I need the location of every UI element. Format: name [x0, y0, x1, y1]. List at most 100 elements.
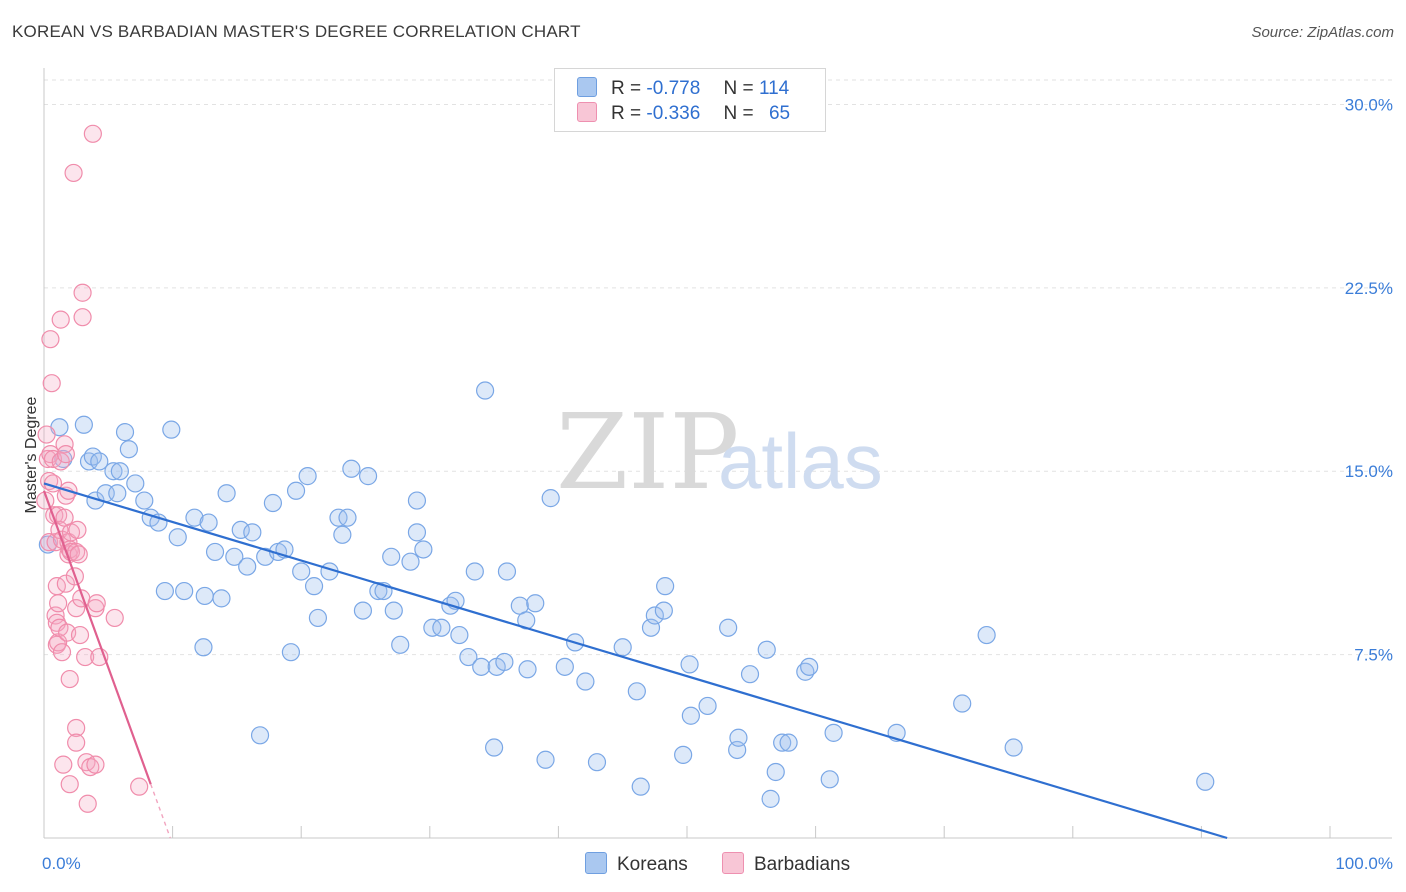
- data-point-korean: [536, 750, 555, 769]
- data-point-korean: [358, 467, 378, 486]
- data-point-korean: [407, 491, 427, 510]
- data-point-korean: [212, 589, 231, 608]
- trendline-barbadians: [42, 490, 152, 785]
- data-point-korean: [281, 643, 301, 662]
- legend-row-koreans: R = -0.778 N = 114: [577, 77, 789, 101]
- data-point-korean: [1196, 772, 1215, 791]
- data-point-korean: [391, 635, 410, 654]
- data-point-barbadian: [68, 520, 87, 540]
- data-point-korean: [205, 542, 225, 562]
- data-point-korean: [199, 513, 218, 532]
- data-point-korean: [286, 481, 306, 500]
- data-point-korean: [465, 562, 484, 581]
- data-point-korean: [773, 733, 792, 752]
- data-point-barbadian: [52, 643, 72, 662]
- data-point-korean: [450, 625, 469, 645]
- data-point-barbadian: [87, 594, 106, 613]
- data-point-korean: [645, 606, 664, 625]
- series-barbadians: [36, 124, 149, 813]
- data-point-barbadian: [37, 425, 56, 444]
- data-point-korean: [824, 723, 843, 742]
- data-point-korean: [627, 682, 646, 701]
- legend-swatch-koreans: [577, 77, 597, 97]
- data-point-korean: [472, 657, 491, 676]
- data-point-korean: [475, 381, 495, 400]
- legend-r-label: R =: [611, 103, 642, 124]
- data-point-korean: [110, 462, 129, 481]
- chart-title: KOREAN VS BARBADIAN MASTER'S DEGREE CORR…: [12, 22, 581, 41]
- legend-r-label: R =: [611, 78, 642, 99]
- data-point-korean: [587, 753, 607, 772]
- y-tick-label: 15.0%: [1345, 462, 1393, 481]
- data-point-barbadian: [86, 755, 105, 774]
- data-point-korean: [292, 562, 311, 581]
- data-point-korean: [485, 738, 504, 757]
- y-tick-label: 22.5%: [1345, 279, 1393, 298]
- data-point-korean: [308, 608, 328, 628]
- data-point-korean: [541, 489, 560, 508]
- y-tick-label: 30.0%: [1345, 95, 1393, 114]
- data-point-barbadian: [60, 669, 79, 689]
- data-point-korean: [185, 508, 204, 527]
- data-point-korean: [333, 525, 352, 544]
- bottom-legend-koreans: Koreans: [585, 852, 688, 876]
- data-point-korean: [115, 423, 135, 442]
- bottom-legend-label-barbadians: Barbadians: [754, 854, 851, 875]
- x-tick-label: 100.0%: [1335, 854, 1393, 873]
- data-point-korean: [119, 440, 138, 459]
- data-point-korean: [353, 601, 373, 620]
- watermark-zip: ZIP: [556, 391, 739, 513]
- legend-r-value: -0.336: [646, 103, 701, 124]
- data-point-korean: [729, 728, 748, 747]
- data-point-korean: [674, 745, 693, 764]
- data-point-korean: [175, 581, 194, 601]
- series-koreans: [38, 381, 1215, 808]
- data-point-korean: [740, 665, 760, 684]
- data-point-korean: [680, 655, 699, 674]
- data-point-korean: [263, 493, 283, 513]
- data-point-korean: [162, 420, 181, 439]
- data-point-korean: [243, 523, 262, 542]
- data-point-korean: [382, 547, 401, 566]
- legend-swatch-barbadians: [577, 102, 597, 122]
- legend-n-value: 65: [768, 103, 791, 124]
- legend-r-value: -0.778: [646, 78, 701, 99]
- data-point-korean: [90, 452, 109, 471]
- data-point-korean: [800, 657, 819, 676]
- data-point-korean: [953, 694, 972, 713]
- data-point-korean: [761, 789, 780, 808]
- trendline-barbadians-extension: [150, 783, 171, 839]
- data-point-korean: [432, 618, 451, 637]
- data-point-barbadian: [83, 124, 102, 143]
- data-point-korean: [459, 647, 478, 667]
- data-point-korean: [414, 540, 433, 559]
- data-point-korean: [384, 601, 403, 620]
- data-point-barbadian: [49, 594, 68, 613]
- data-point-korean: [401, 552, 420, 571]
- data-point-korean: [104, 462, 123, 481]
- data-point-korean: [681, 706, 700, 725]
- data-point-korean: [518, 660, 537, 679]
- data-point-barbadian: [51, 310, 70, 329]
- data-point-barbadian: [105, 608, 124, 628]
- data-point-korean: [126, 474, 145, 493]
- data-point-korean: [74, 415, 93, 434]
- data-point-korean: [194, 638, 213, 657]
- data-point-korean: [238, 557, 257, 576]
- data-point-barbadian: [76, 647, 95, 667]
- data-point-korean: [766, 762, 785, 782]
- data-point-barbadian: [78, 794, 97, 813]
- data-point-barbadian: [70, 625, 90, 645]
- data-point-korean: [656, 577, 675, 596]
- data-point-korean: [231, 520, 250, 540]
- data-point-korean: [250, 726, 270, 745]
- data-point-barbadian: [130, 777, 149, 796]
- data-point-barbadian: [60, 775, 79, 794]
- trendlines: [42, 482, 1228, 840]
- y-axis-label: Master's Degree: [23, 396, 40, 513]
- data-point-korean: [631, 777, 650, 796]
- data-point-barbadian: [67, 599, 86, 618]
- data-point-korean: [338, 508, 357, 527]
- data-point-korean: [698, 696, 717, 716]
